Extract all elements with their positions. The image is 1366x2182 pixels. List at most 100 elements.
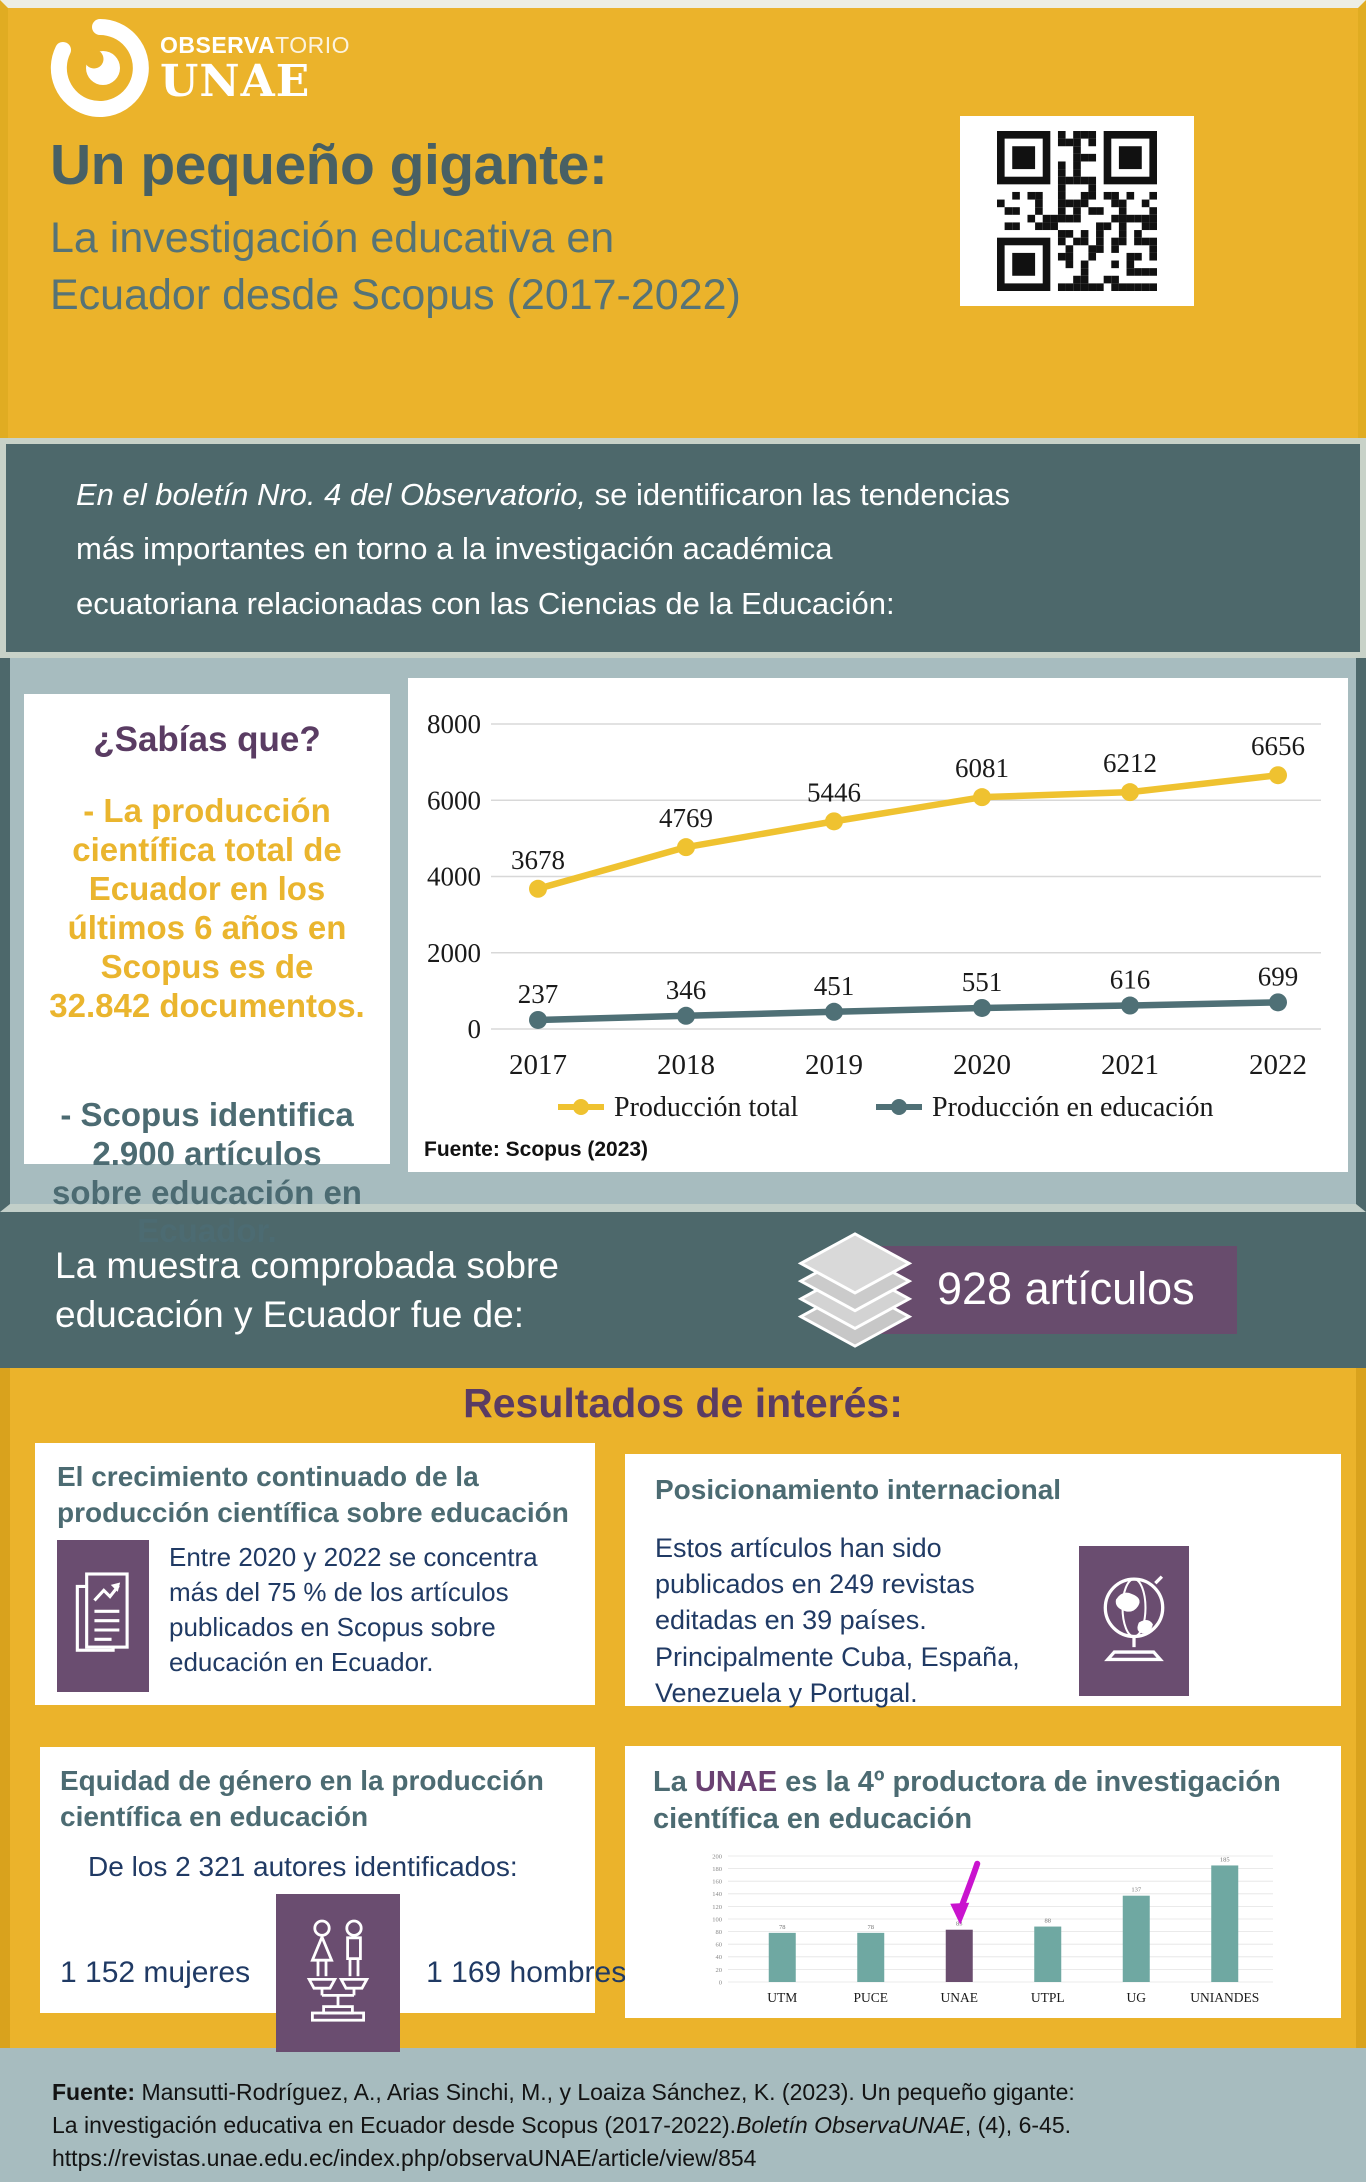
svg-text:83: 83 xyxy=(956,1920,963,1927)
did-you-know-section: ¿Sabías que? - La producción científica … xyxy=(0,658,1366,1249)
svg-text:2000: 2000 xyxy=(427,938,481,968)
unae-highlight: UNAE xyxy=(694,1766,778,1798)
svg-text:2021: 2021 xyxy=(1101,1049,1159,1081)
page-subtitle: La investigación educativa en Ecuador de… xyxy=(50,214,741,319)
svg-text:100: 100 xyxy=(712,1916,722,1923)
logo-unae-text: UNAE xyxy=(160,56,311,107)
stat-women: 1 152 mujeres xyxy=(60,1955,251,1989)
page-title: Un pequeño gigante: xyxy=(50,133,608,197)
articles-count-badge: 928 artículos xyxy=(879,1246,1237,1334)
gender-balance-icon-art xyxy=(306,1919,370,2022)
svg-text:2017: 2017 xyxy=(509,1049,567,1081)
observatorio-unae-logo: OBSERVATORIO UNAE xyxy=(50,18,1358,118)
svg-text:346: 346 xyxy=(666,975,707,1005)
svg-text:Producción total: Producción total xyxy=(614,1092,799,1123)
svg-text:6081: 6081 xyxy=(955,753,1009,783)
intro-line-1: En el boletín Nro. 4 del Observatorio, s… xyxy=(76,477,1010,512)
card-international-body: Estos artículos han sido publicados en 2… xyxy=(655,1532,1020,1709)
svg-text:88: 88 xyxy=(1045,1917,1052,1924)
svg-text:185: 185 xyxy=(1220,1856,1230,1863)
citation-url: https://revistas.unae.edu.ec/index.php/o… xyxy=(52,2144,757,2171)
svg-text:2022: 2022 xyxy=(1249,1049,1307,1081)
svg-text:6212: 6212 xyxy=(1103,748,1157,778)
did-you-know-card: ¿Sabías que? - La producción científica … xyxy=(24,694,390,1249)
svg-text:160: 160 xyxy=(712,1878,722,1885)
qr-code xyxy=(960,116,1194,306)
citation-footer: Fuente: Mansutti-Rodríguez, A., Arias Si… xyxy=(0,2048,1366,2182)
qr-code-image xyxy=(997,131,1157,291)
card-growth: El crecimiento continuado de la producci… xyxy=(35,1443,595,1705)
card-gender: Equidad de género en la producción cient… xyxy=(40,1747,626,2052)
svg-text:78: 78 xyxy=(779,1924,786,1931)
svg-text:140: 140 xyxy=(712,1891,722,1898)
intro-line-3: ecuatoriana relacionadas con las Ciencia… xyxy=(76,585,895,621)
production-chart-panel: 0 2000 4000 6000 8000 2017 2018 2019 2020 2021 202… xyxy=(408,678,1348,1172)
svg-text:78: 78 xyxy=(868,1924,875,1931)
card-unae-heading: La UNAE es la 4º productora de investiga… xyxy=(653,1766,1281,1835)
svg-text:UNIANDES: UNIANDES xyxy=(1190,1990,1259,2005)
chart-source-note: Fuente: Scopus (2023) xyxy=(424,1138,649,1161)
document-trend-icon xyxy=(57,1540,149,1693)
logo-wordmark: OBSERVATORIO UNAE xyxy=(160,34,350,104)
svg-text:Producción en educación: Producción en educación xyxy=(932,1092,1213,1123)
svg-text:60: 60 xyxy=(716,1941,723,1948)
svg-text:616: 616 xyxy=(1110,965,1151,995)
logo-observatorio-text: OBSERVATORIO xyxy=(160,32,351,58)
globe-icon-art xyxy=(1103,1575,1165,1662)
svg-text:80: 80 xyxy=(716,1929,723,1936)
fact-scopus-articles: - Scopus identifica 2.900 artículos sobr… xyxy=(52,1095,362,1250)
svg-text:PUCE: PUCE xyxy=(853,1990,888,2005)
svg-text:8000: 8000 xyxy=(427,709,481,739)
svg-text:451: 451 xyxy=(814,971,855,1001)
svg-text:699: 699 xyxy=(1258,961,1299,991)
globe-icon xyxy=(1079,1545,1189,1696)
did-you-know-title: ¿Sabías que? xyxy=(93,720,321,759)
results-title: Resultados de interés: xyxy=(463,1380,903,1426)
stacked-papers-icon xyxy=(797,1232,913,1348)
svg-text:5446: 5446 xyxy=(807,777,861,807)
svg-text:6000: 6000 xyxy=(427,785,481,815)
svg-text:6656: 6656 xyxy=(1251,731,1305,761)
sample-banner: La muestra comprobada sobre educación y … xyxy=(0,1212,1366,1368)
svg-text:2019: 2019 xyxy=(805,1049,863,1081)
stat-men: 1 169 hombres xyxy=(426,1955,627,1989)
svg-text:200: 200 xyxy=(712,1853,722,1860)
svg-text:UTPL: UTPL xyxy=(1031,1990,1065,2005)
citation-line-2: La investigación educativa en Ecuador de… xyxy=(52,2111,1072,2138)
card-gender-body: De los 2 321 autores identificados: xyxy=(88,1851,518,1883)
svg-text:0: 0 xyxy=(719,1979,722,1986)
svg-text:137: 137 xyxy=(1131,1886,1142,1893)
gender-balance-icon xyxy=(276,1893,401,2052)
sample-text: La muestra comprobada sobre educación y … xyxy=(55,1244,559,1335)
citation-line-1: Fuente: Mansutti-Rodríguez, A., Arias Si… xyxy=(52,2079,1075,2105)
svg-text:UTM: UTM xyxy=(767,1990,797,2005)
svg-text:120: 120 xyxy=(712,1903,722,1910)
svg-text:4000: 4000 xyxy=(427,862,481,892)
card-international: Posicionamiento internacional Estos artí… xyxy=(625,1454,1341,1708)
document-trend-icon-art xyxy=(75,1572,129,1652)
svg-text:UNAE: UNAE xyxy=(941,1990,979,2005)
card-international-heading: Posicionamiento internacional xyxy=(655,1474,1062,1505)
production-line-chart: 0 2000 4000 6000 8000 2017 2018 2019 2020 2021 202… xyxy=(427,709,1321,1123)
svg-text:40: 40 xyxy=(716,1954,723,1961)
svg-text:0: 0 xyxy=(468,1014,482,1044)
svg-text:237: 237 xyxy=(518,979,559,1009)
card-unae-ranking: La UNAE es la 4º productora de investiga… xyxy=(625,1746,1341,2018)
universities-bar-chart: 0 20 40 60 80 100 120 140 160 180 200 78 UTM 78 PUCE 83… xyxy=(712,1853,1273,2005)
svg-text:4769: 4769 xyxy=(659,803,713,833)
svg-text:3678: 3678 xyxy=(511,845,565,875)
svg-text:551: 551 xyxy=(962,967,1003,997)
card-growth-body: Entre 2020 y 2022 se concentra más del 7… xyxy=(169,1542,538,1678)
svg-text:2018: 2018 xyxy=(657,1049,715,1081)
intro-line-2: más importantes en torno a la investigac… xyxy=(76,531,833,567)
header: OBSERVATORIO UNAE Un pequeño gigante: La… xyxy=(0,0,1366,438)
fact-total-production: - La producción científica total de Ecua… xyxy=(49,792,365,1024)
svg-text:20: 20 xyxy=(716,1966,723,1973)
svg-text:180: 180 xyxy=(712,1866,722,1873)
svg-text:2020: 2020 xyxy=(953,1049,1011,1081)
intro-banner: En el boletín Nro. 4 del Observatorio, s… xyxy=(0,438,1366,658)
card-growth-heading: El crecimiento continuado de la producci… xyxy=(57,1461,569,1528)
eye-logo-icon xyxy=(50,19,149,117)
card-gender-heading: Equidad de género en la producción cient… xyxy=(60,1765,544,1832)
